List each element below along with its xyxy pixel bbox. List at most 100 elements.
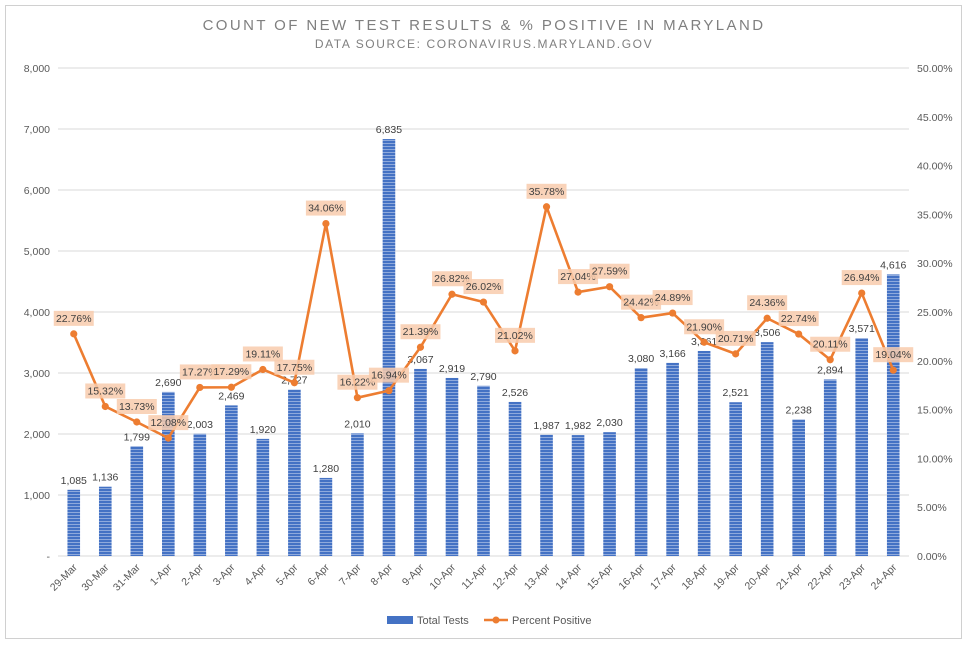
x-tick-label: 1-Apr	[148, 561, 175, 588]
point-percent-positive	[259, 365, 267, 374]
bar-total-tests	[886, 274, 900, 556]
legend-swatch-percent-positive-marker	[492, 616, 500, 624]
legend-swatch-total-tests	[387, 616, 413, 624]
bar-total-tests	[760, 342, 774, 556]
bar-value-label: 2,526	[502, 387, 528, 399]
point-percent-positive	[448, 290, 456, 298]
bar-total-tests	[855, 338, 869, 556]
right-tick-label: 20.00%	[917, 356, 953, 368]
percent-value-label: 24.89%	[655, 292, 691, 304]
right-tick-label: 25.00%	[917, 307, 953, 319]
bar-value-label: 1,280	[313, 463, 339, 475]
point-percent-positive	[763, 314, 771, 322]
bar-total-tests	[603, 432, 616, 556]
percent-value-label: 21.39%	[403, 326, 439, 338]
bar-total-tests	[477, 385, 490, 556]
percent-label-background	[85, 383, 126, 399]
x-tick-label: 24-Apr	[869, 561, 900, 592]
percent-label-background	[652, 290, 693, 306]
percent-value-label: 16.22%	[340, 377, 376, 389]
point-percent-positive	[164, 434, 172, 442]
percent-label-background	[684, 319, 725, 335]
point-percent-positive	[574, 288, 582, 296]
x-tick-label: 23-Apr	[837, 561, 868, 592]
bar-total-tests	[571, 435, 585, 556]
bar-value-label: 2,894	[817, 364, 843, 376]
bar-total-tests	[130, 446, 144, 556]
point-percent-positive	[133, 418, 141, 426]
point-percent-positive	[227, 383, 235, 391]
x-tick-label: 2-Apr	[179, 561, 206, 588]
bar-total-tests	[729, 402, 742, 556]
bar-value-label: 2,238	[786, 404, 812, 416]
x-tick-label: 8-Apr	[368, 561, 395, 588]
right-tick-label: 5.00%	[917, 502, 947, 514]
bar-value-label: 2,030	[596, 417, 622, 429]
percent-value-label: 24.42%	[623, 297, 659, 309]
point-percent-positive	[511, 347, 519, 355]
bar-total-tests	[414, 368, 427, 556]
x-tick-label: 16-Apr	[616, 561, 647, 592]
bar-total-tests	[351, 433, 364, 556]
left-tick-label: 3,000	[24, 368, 50, 380]
left-tick-label: 7,000	[24, 124, 50, 136]
percent-value-label: 13.73%	[119, 401, 155, 413]
percent-label-background	[431, 271, 472, 287]
percent-value-label: 21.02%	[497, 330, 533, 342]
percent-label-background	[337, 374, 378, 390]
point-percent-positive	[290, 379, 298, 387]
x-tick-label: 6-Apr	[305, 561, 332, 588]
bar-total-tests	[98, 486, 112, 556]
percent-label-background	[589, 263, 630, 279]
point-percent-positive	[795, 330, 803, 338]
combo-chart: COUNT OF NEW TEST RESULTS & % POSITIVE I…	[24, 17, 953, 627]
bar-value-label: 1,085	[61, 475, 87, 487]
x-tick-label: 22-Apr	[806, 561, 837, 592]
point-percent-positive	[416, 343, 425, 351]
chart-frame: COUNT OF NEW TEST RESULTS & % POSITIVE I…	[5, 5, 962, 639]
percent-value-label: 34.06%	[308, 203, 344, 215]
bar-value-label: 2,790	[470, 371, 496, 383]
bar-value-label: 2,003	[187, 419, 213, 431]
line-data-labels: 22.76% 15.32% 13.73% 12.08% 17.27%17.29% 19.1…	[53, 183, 914, 431]
bar-value-label: 1,799	[124, 431, 150, 443]
point-percent-positive	[732, 350, 740, 358]
x-tick-label: 17-Apr	[648, 561, 679, 592]
percent-label-background	[495, 327, 536, 343]
left-tick-label: 5,000	[24, 246, 50, 258]
right-tick-label: 35.00%	[917, 209, 953, 221]
percent-label-background	[621, 294, 662, 310]
line-series	[70, 203, 897, 442]
left-tick-label: -	[47, 551, 51, 563]
point-percent-positive	[101, 402, 109, 411]
bar-value-label: 2,010	[344, 418, 370, 430]
bar-total-tests	[67, 489, 81, 556]
bar-total-tests	[508, 401, 522, 556]
left-tick-label: 4,000	[24, 307, 50, 319]
bar-total-tests	[319, 477, 333, 556]
x-tick-label: 21-Apr	[774, 561, 805, 592]
right-tick-label: 50.00%	[917, 63, 953, 75]
bar-total-tests	[225, 405, 238, 556]
percent-value-label: 22.76%	[56, 313, 92, 325]
bar-value-label: 3,166	[659, 348, 685, 360]
bar-data-labels: 1,0851,1361,7992,6902,0032,4691,9202,727…	[61, 124, 907, 487]
x-tick-label: 13-Apr	[522, 561, 553, 592]
point-percent-positive	[889, 366, 897, 374]
point-percent-positive	[479, 298, 488, 306]
x-tick-label: 30-Mar	[79, 561, 111, 593]
legend-label-total-tests: Total Tests	[417, 615, 469, 627]
x-tick-label: 5-Apr	[274, 561, 301, 588]
percent-label-background	[841, 270, 882, 286]
bar-total-tests	[697, 350, 711, 556]
percent-label-background	[179, 364, 220, 380]
percent-label-background	[116, 398, 157, 414]
bar-total-tests	[666, 362, 679, 556]
bars-series	[67, 139, 900, 556]
percent-label-background	[526, 183, 567, 199]
point-percent-positive	[669, 309, 677, 317]
x-tick-label: 31-Mar	[111, 561, 143, 593]
percent-value-label: 17.75%	[277, 362, 313, 374]
bar-value-label: 1,136	[92, 472, 118, 484]
x-tick-label: 12-Apr	[490, 561, 521, 592]
